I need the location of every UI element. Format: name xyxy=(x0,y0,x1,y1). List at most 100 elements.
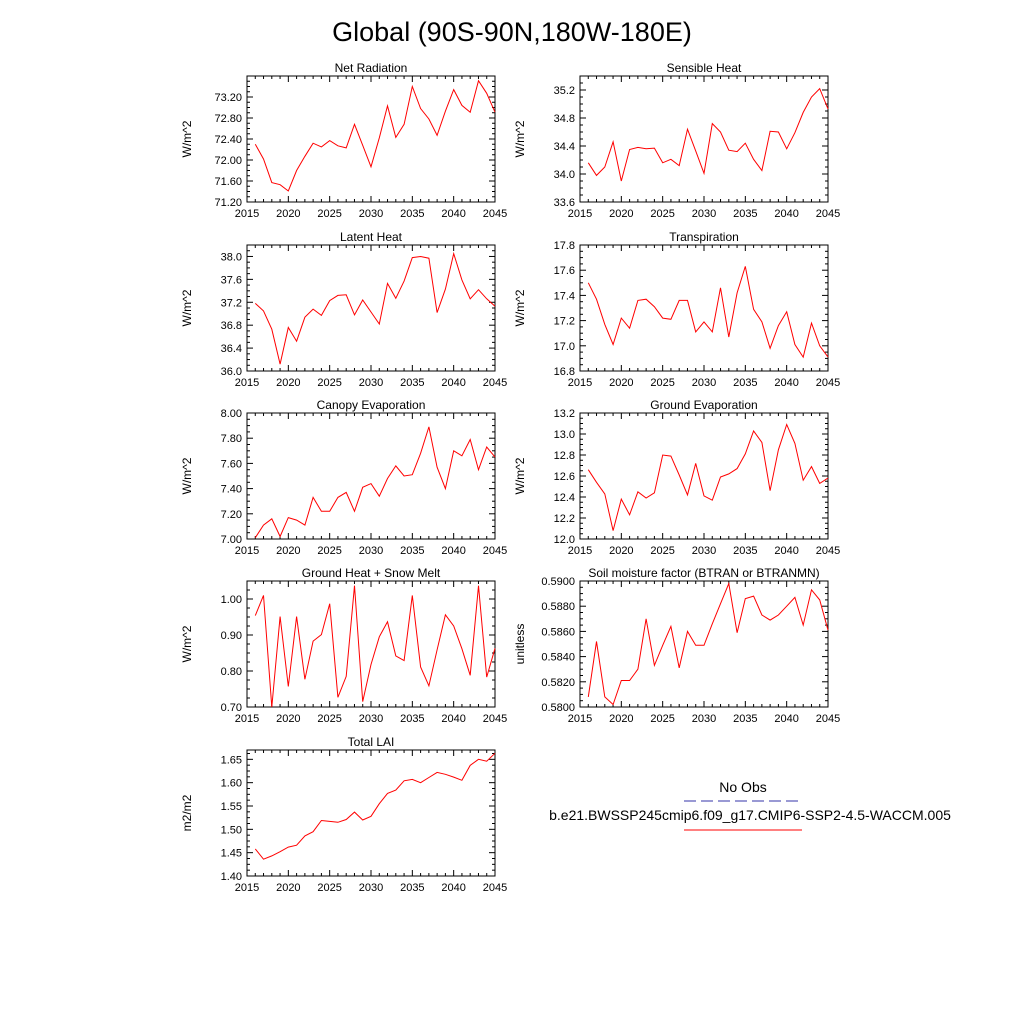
y-tick-label: 7.60 xyxy=(221,458,242,470)
y-tick-label: 7.40 xyxy=(221,484,242,496)
chart-title: Ground Heat + Snow Melt xyxy=(302,566,441,580)
x-tick-label: 2020 xyxy=(609,208,633,220)
x-tick-label: 2045 xyxy=(816,545,840,557)
x-tick-label: 2030 xyxy=(359,208,383,220)
x-tick-label: 2040 xyxy=(441,377,465,389)
y-tick-label: 1.60 xyxy=(221,778,242,790)
x-tick-label: 2035 xyxy=(400,208,424,220)
y-tick-label: 16.8 xyxy=(554,366,575,378)
x-tick-label: 2035 xyxy=(400,545,424,557)
chart-title: Net Radiation xyxy=(335,61,408,75)
y-tick-label: 17.8 xyxy=(554,240,575,252)
y-tick-label: 34.4 xyxy=(554,141,575,153)
x-tick-label: 2035 xyxy=(400,882,424,894)
x-tick-label: 2020 xyxy=(609,713,633,725)
series-line xyxy=(254,251,496,365)
x-tick-label: 2015 xyxy=(568,377,592,389)
y-tick-label: 33.6 xyxy=(554,197,575,209)
x-tick-label: 2035 xyxy=(733,545,757,557)
chart-title: Latent Heat xyxy=(340,230,403,244)
x-tick-label: 2015 xyxy=(235,208,259,220)
x-tick-label: 2040 xyxy=(441,545,465,557)
x-tick-label: 2015 xyxy=(568,713,592,725)
series-line xyxy=(587,423,829,531)
x-tick-label: 2045 xyxy=(816,713,840,725)
chart-panel-3: Latent Heat W/m^2 2015 2020 2025 2030 2035 2040… xyxy=(180,230,507,389)
y-tick-label: 0.5800 xyxy=(541,702,575,714)
x-tick-label: 2045 xyxy=(483,713,507,725)
y-tick-label: 71.20 xyxy=(214,197,242,209)
y-tick-label: 0.80 xyxy=(221,666,242,678)
y-tick-label: 1.40 xyxy=(221,871,242,883)
x-tick-label: 2040 xyxy=(441,208,465,220)
y-tick-label: 36.0 xyxy=(221,366,242,378)
y-tick-label: 17.4 xyxy=(554,290,575,302)
chart-panels: Net Radiation W/m^2 2015 2020 2025 2030 2035 20… xyxy=(180,61,840,894)
y-axis-label: W/m^2 xyxy=(180,625,194,662)
chart-panel-5: Canopy Evaporation W/m^2 2015 2020 2025 2030 2… xyxy=(180,398,507,557)
x-tick-label: 2015 xyxy=(235,377,259,389)
chart-title: Sensible Heat xyxy=(667,61,742,75)
y-tick-label: 1.50 xyxy=(221,824,242,836)
y-tick-label: 7.00 xyxy=(221,534,242,546)
plot-frame xyxy=(579,244,829,372)
x-tick-label: 2035 xyxy=(733,208,757,220)
chart-panel-1: Net Radiation W/m^2 2015 2020 2025 2030 2035 20… xyxy=(180,61,507,220)
y-tick-label: 36.4 xyxy=(221,343,242,355)
y-axis-label: W/m^2 xyxy=(513,457,527,494)
x-tick-label: 2020 xyxy=(276,377,300,389)
x-tick-label: 2040 xyxy=(774,545,798,557)
x-tick-label: 2035 xyxy=(400,713,424,725)
y-tick-label: 7.20 xyxy=(221,509,242,521)
chart-title: Total LAI xyxy=(348,735,395,749)
y-axis-label: W/m^2 xyxy=(513,120,527,157)
y-tick-label: 1.00 xyxy=(221,594,242,606)
x-tick-label: 2020 xyxy=(609,377,633,389)
chart-panel-4: Transpiration W/m^2 2015 2020 2025 2030 2035 20… xyxy=(513,230,840,389)
chart-title: Canopy Evaporation xyxy=(317,398,426,412)
chart-panel-8: Soil moisture factor (BTRAN or BTRANMN) u… xyxy=(513,566,840,725)
x-tick-label: 2030 xyxy=(359,377,383,389)
y-tick-label: 0.5880 xyxy=(541,601,575,613)
x-tick-label: 2020 xyxy=(276,208,300,220)
y-axis-label: W/m^2 xyxy=(513,289,527,326)
y-tick-label: 17.2 xyxy=(554,316,575,328)
x-tick-label: 2020 xyxy=(276,882,300,894)
y-axis-label: m2/m2 xyxy=(180,794,194,831)
chart-panel-6: Ground Evaporation W/m^2 2015 2020 2025 2030 2… xyxy=(513,398,840,557)
x-tick-label: 2025 xyxy=(317,882,341,894)
y-tick-label: 12.2 xyxy=(554,513,575,525)
y-tick-label: 8.00 xyxy=(221,408,242,420)
x-tick-label: 2030 xyxy=(692,208,716,220)
plot-frame xyxy=(246,75,496,203)
y-tick-label: 13.2 xyxy=(554,408,575,420)
y-tick-label: 1.45 xyxy=(221,848,242,860)
y-tick-label: 72.80 xyxy=(214,113,242,125)
x-tick-label: 2015 xyxy=(568,545,592,557)
x-tick-label: 2045 xyxy=(816,377,840,389)
y-tick-label: 17.6 xyxy=(554,265,575,277)
y-tick-label: 7.80 xyxy=(221,433,242,445)
x-tick-label: 2030 xyxy=(359,882,383,894)
plot-frame xyxy=(246,244,496,372)
x-tick-label: 2040 xyxy=(774,713,798,725)
series-line xyxy=(587,266,829,359)
x-tick-label: 2030 xyxy=(359,545,383,557)
legend-obs-label: No Obs xyxy=(719,779,766,795)
chart-panel-9: Total LAI m2/m2 2015 2020 2025 2030 2035 2040 20… xyxy=(180,735,507,894)
chart-panel-2: Sensible Heat W/m^2 2015 2020 2025 2030 2035 20… xyxy=(513,61,840,220)
x-tick-label: 2030 xyxy=(692,377,716,389)
x-tick-label: 2020 xyxy=(276,545,300,557)
x-tick-label: 2040 xyxy=(774,377,798,389)
y-tick-label: 0.5900 xyxy=(541,576,575,588)
plot-frame xyxy=(246,749,496,877)
y-tick-label: 12.4 xyxy=(554,492,575,504)
y-tick-label: 34.0 xyxy=(554,169,575,181)
x-tick-label: 2045 xyxy=(816,208,840,220)
y-axis-label: W/m^2 xyxy=(180,457,194,494)
y-tick-label: 0.70 xyxy=(221,702,242,714)
y-axis-label: W/m^2 xyxy=(180,289,194,326)
series-line xyxy=(254,585,496,708)
x-tick-label: 2025 xyxy=(650,377,674,389)
